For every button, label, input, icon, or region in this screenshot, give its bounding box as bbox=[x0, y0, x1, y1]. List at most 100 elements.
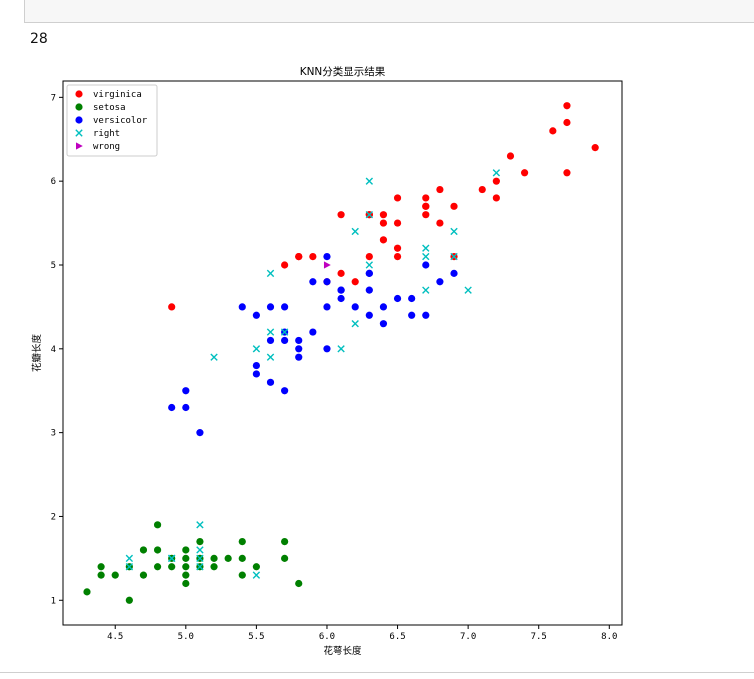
point-versicolor bbox=[309, 278, 317, 286]
x-stroke bbox=[75, 129, 83, 137]
point-virginica bbox=[281, 261, 289, 269]
point-right bbox=[492, 169, 501, 177]
point-virginica bbox=[450, 202, 458, 210]
point-setosa bbox=[238, 571, 246, 579]
point-virginica bbox=[379, 211, 388, 219]
x-stroke bbox=[464, 286, 472, 294]
point-wrong bbox=[323, 261, 331, 269]
point-right bbox=[365, 261, 374, 269]
data-points bbox=[83, 102, 599, 604]
series-right bbox=[125, 169, 501, 579]
point-virginica bbox=[563, 169, 571, 177]
x-stroke bbox=[196, 554, 204, 563]
point-right bbox=[422, 286, 430, 294]
chart-title: KNN分类显示结果 bbox=[300, 65, 386, 78]
x-stroke bbox=[351, 227, 359, 236]
y-tick-label: 2 bbox=[51, 512, 56, 522]
x-stroke bbox=[252, 571, 261, 579]
y-tick-label: 5 bbox=[51, 261, 56, 271]
point-versicolor bbox=[196, 429, 204, 437]
point-versicolor bbox=[408, 294, 416, 303]
point-virginica bbox=[295, 253, 303, 261]
x-tick-label: 6.0 bbox=[319, 632, 335, 642]
x-stroke bbox=[351, 319, 359, 328]
point-virginica bbox=[379, 236, 388, 244]
legend-marker-virginica bbox=[75, 90, 83, 98]
point-virginica bbox=[379, 219, 388, 227]
legend-marker-wrong bbox=[76, 142, 83, 150]
point-right bbox=[280, 328, 289, 336]
point-setosa bbox=[125, 596, 133, 604]
point-setosa bbox=[97, 571, 105, 579]
point-right bbox=[337, 345, 345, 353]
point-versicolor bbox=[309, 328, 317, 336]
x-stroke bbox=[266, 353, 275, 361]
x-stroke bbox=[252, 345, 261, 353]
point-virginica bbox=[422, 211, 430, 219]
point-versicolor bbox=[379, 320, 388, 328]
point-virginica bbox=[436, 219, 444, 227]
point-right bbox=[210, 353, 218, 361]
point-versicolor bbox=[281, 336, 289, 345]
x-stroke bbox=[422, 252, 430, 261]
point-right bbox=[125, 563, 134, 571]
point-right bbox=[266, 328, 275, 336]
x-stroke bbox=[365, 177, 374, 185]
point-virginica bbox=[393, 253, 402, 261]
point-right bbox=[266, 269, 275, 278]
point-virginica bbox=[393, 194, 402, 202]
point-versicolor bbox=[252, 311, 260, 319]
point-versicolor bbox=[323, 345, 331, 353]
point-virginica bbox=[168, 303, 176, 311]
x-stroke bbox=[422, 286, 430, 294]
point-setosa bbox=[210, 554, 218, 562]
point-virginica bbox=[492, 177, 500, 185]
point-versicolor bbox=[408, 311, 416, 319]
previous-cell-area bbox=[24, 0, 754, 23]
point-versicolor bbox=[281, 303, 289, 311]
x-stroke bbox=[450, 227, 458, 236]
point-right bbox=[125, 554, 134, 563]
y-axis-label: 花瓣长度 bbox=[31, 334, 43, 373]
point-virginica bbox=[422, 202, 430, 210]
point-versicolor bbox=[266, 336, 275, 345]
point-setosa bbox=[168, 563, 176, 571]
point-right bbox=[422, 252, 430, 261]
point-virginica bbox=[337, 211, 345, 219]
point-versicolor bbox=[450, 269, 458, 277]
point-versicolor bbox=[351, 303, 359, 311]
x-tick-label: 5.5 bbox=[248, 632, 264, 642]
plot-area bbox=[62, 80, 623, 626]
point-setosa bbox=[182, 579, 190, 588]
point-virginica bbox=[422, 194, 430, 202]
point-virginica bbox=[492, 194, 500, 202]
point-versicolor bbox=[337, 294, 345, 303]
x-stroke bbox=[125, 554, 134, 563]
point-versicolor bbox=[379, 303, 388, 311]
x-tick-label: 8.0 bbox=[601, 632, 617, 642]
x-stroke bbox=[196, 521, 204, 529]
y-tick-label: 7 bbox=[51, 93, 56, 103]
point-versicolor bbox=[323, 303, 331, 311]
point-versicolor bbox=[393, 294, 402, 303]
point-virginica bbox=[549, 127, 557, 135]
cell-divider bbox=[0, 672, 754, 673]
point-right bbox=[196, 563, 204, 571]
point-setosa bbox=[281, 554, 289, 562]
legend-label-virginica: virginica bbox=[93, 90, 142, 100]
series-wrong bbox=[323, 261, 331, 269]
point-virginica bbox=[563, 102, 571, 110]
x-axis-label: 花萼长度 bbox=[323, 645, 362, 657]
point-virginica bbox=[591, 144, 599, 152]
point-setosa bbox=[182, 571, 190, 579]
x-tick-label: 5.0 bbox=[178, 632, 194, 642]
point-virginica bbox=[478, 185, 486, 194]
point-setosa bbox=[139, 571, 148, 579]
y-tick-label: 1 bbox=[51, 596, 56, 606]
point-setosa bbox=[182, 546, 190, 554]
point-right bbox=[365, 177, 374, 185]
point-right bbox=[351, 319, 359, 328]
point-setosa bbox=[153, 563, 162, 571]
output-prompt-number: 28 bbox=[30, 31, 48, 47]
point-versicolor bbox=[422, 311, 430, 319]
